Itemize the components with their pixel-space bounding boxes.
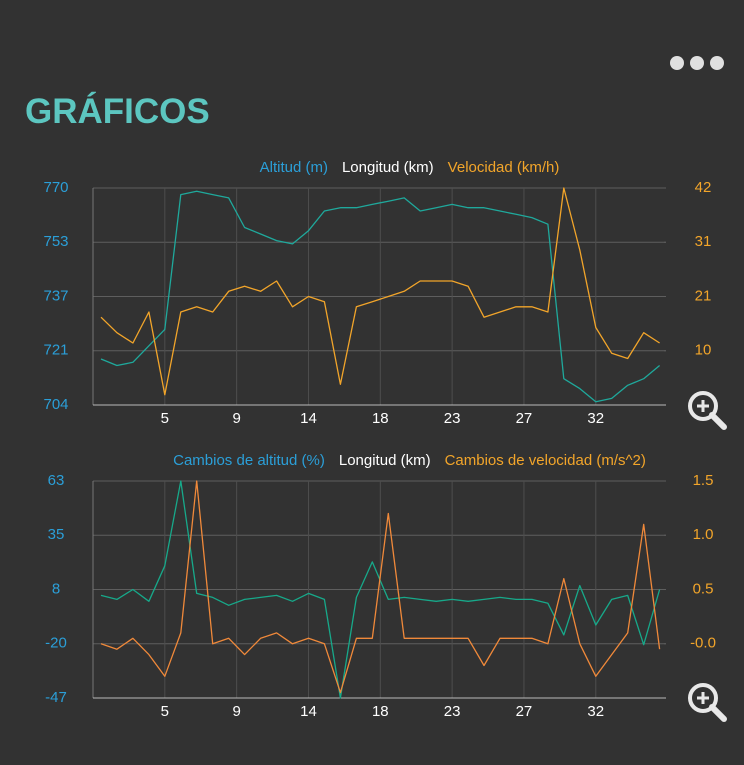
page-title: GRÁFICOS xyxy=(25,91,210,131)
y-tick-label: 753 xyxy=(43,233,68,250)
y2-tick-label: 31 xyxy=(695,233,712,250)
zoom-lens xyxy=(688,391,718,421)
data-line xyxy=(100,480,661,694)
legend-item: Cambios de altitud (%) xyxy=(173,452,325,469)
y2-tick-label: 21 xyxy=(695,287,712,304)
legend-item: Cambios de velocidad (m/s^2) xyxy=(445,452,646,469)
y-tick-label: 63 xyxy=(48,472,65,489)
y2-tick-label: 0.5 xyxy=(693,580,714,597)
zoom-plus xyxy=(697,400,709,412)
x-tick-label: 32 xyxy=(587,410,604,427)
x-tick-label: 14 xyxy=(300,410,317,427)
dot xyxy=(670,56,684,70)
x-tick-label: 9 xyxy=(232,410,240,427)
y-tick-label: 770 xyxy=(43,179,68,196)
x-tick-label: 32 xyxy=(587,703,604,720)
y-tick-label: 721 xyxy=(43,342,68,359)
x-tick-label: 18 xyxy=(372,410,389,427)
zoom-button[interactable] xyxy=(688,391,727,430)
y-tick-label: 704 xyxy=(43,396,68,413)
x-tick-label: 9 xyxy=(232,703,240,720)
zoom-handle xyxy=(709,704,727,722)
x-tick-label: 5 xyxy=(161,410,169,427)
dot xyxy=(710,56,724,70)
zoom-button[interactable] xyxy=(688,683,727,722)
x-axis-label: Longitud (km) xyxy=(339,452,431,469)
x-tick-label: 27 xyxy=(516,410,533,427)
y-tick-label: 8 xyxy=(52,580,60,597)
y2-tick-label: -0.0 xyxy=(690,635,716,652)
y-tick-label: 737 xyxy=(43,287,68,304)
y-tick-label: -47 xyxy=(45,689,67,706)
menu-button[interactable] xyxy=(670,56,724,70)
x-tick-label: 18 xyxy=(372,703,389,720)
y-tick-label: -20 xyxy=(45,635,67,652)
y-tick-label: 35 xyxy=(48,526,65,543)
data-line xyxy=(100,187,660,396)
y2-tick-label: 10 xyxy=(695,342,712,359)
y2-tick-label: 1.5 xyxy=(693,472,714,489)
zoom-lens xyxy=(688,683,718,713)
x-axis-label: Longitud (km) xyxy=(342,159,434,176)
y2-tick-label: 1.0 xyxy=(693,526,714,543)
zoom-plus xyxy=(697,692,709,704)
x-tick-label: 14 xyxy=(300,703,317,720)
x-tick-label: 27 xyxy=(516,703,533,720)
x-tick-label: 23 xyxy=(444,410,461,427)
y2-tick-label: 42 xyxy=(695,179,712,196)
x-tick-label: 5 xyxy=(161,703,169,720)
dot xyxy=(690,56,704,70)
legend-item: Velocidad (km/h) xyxy=(448,159,560,176)
zoom-handle xyxy=(709,412,727,430)
legend-item: Altitud (m) xyxy=(260,159,328,176)
data-line xyxy=(100,190,661,403)
x-tick-label: 23 xyxy=(444,703,461,720)
